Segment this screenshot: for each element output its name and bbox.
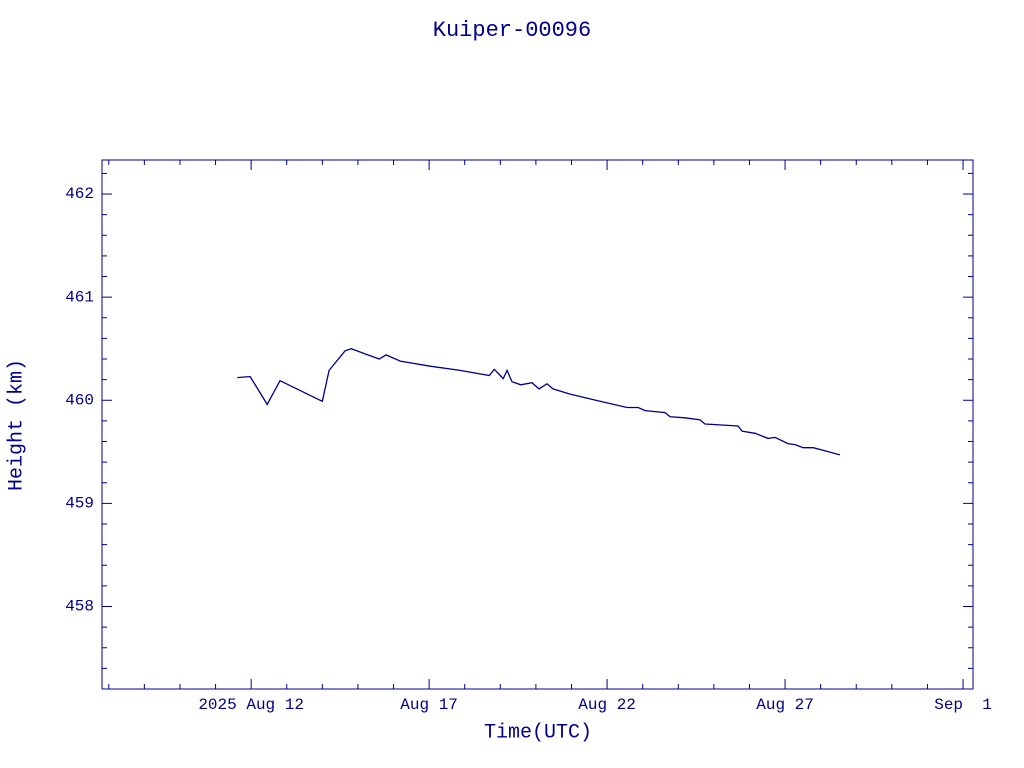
y-tick-label: 461	[65, 288, 94, 306]
y-tick-label: 459	[65, 495, 94, 513]
y-tick-label: 458	[65, 598, 94, 616]
x-axis-label: Time(UTC)	[484, 721, 592, 744]
data-line	[237, 348, 841, 456]
y-tick-label: 462	[65, 185, 94, 203]
x-tick-label: Sep 1	[934, 696, 992, 714]
plot-frame	[101, 159, 974, 690]
x-tick-label: 2025 Aug 12	[198, 696, 304, 714]
y-tick-label: 460	[65, 391, 94, 409]
y-axis-label: Height (km)	[5, 359, 28, 491]
chart-title: Kuiper-00096	[433, 18, 591, 43]
x-tick-label: Aug 27	[756, 696, 814, 714]
x-tick-label: Aug 17	[400, 696, 458, 714]
x-tick-label: Aug 22	[578, 696, 636, 714]
